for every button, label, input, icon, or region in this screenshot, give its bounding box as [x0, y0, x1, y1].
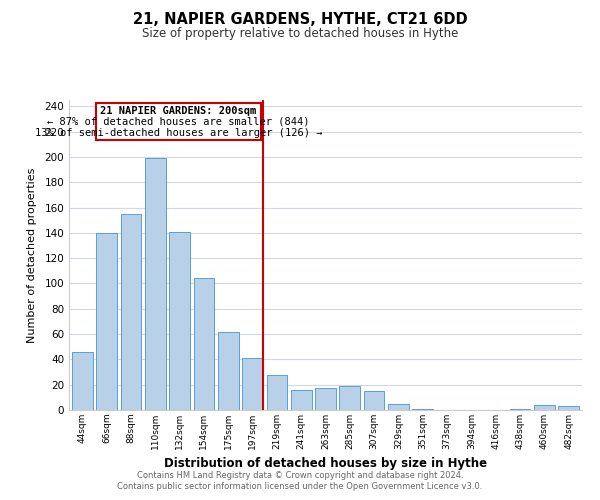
Bar — [534, 405, 554, 410]
Bar — [388, 404, 409, 410]
Text: 21, NAPIER GARDENS, HYTHE, CT21 6DD: 21, NAPIER GARDENS, HYTHE, CT21 6DD — [133, 12, 467, 28]
Bar — [266, 374, 287, 410]
Bar — [242, 358, 263, 410]
Text: Size of property relative to detached houses in Hythe: Size of property relative to detached ho… — [142, 28, 458, 40]
Bar — [97, 233, 117, 410]
Bar — [558, 406, 579, 410]
Bar — [121, 214, 142, 410]
Bar — [412, 408, 433, 410]
Bar — [194, 278, 214, 410]
Text: Contains HM Land Registry data © Crown copyright and database right 2024.: Contains HM Land Registry data © Crown c… — [137, 471, 463, 480]
Bar — [315, 388, 336, 410]
FancyBboxPatch shape — [96, 102, 261, 141]
Text: Contains public sector information licensed under the Open Government Licence v3: Contains public sector information licen… — [118, 482, 482, 491]
Bar — [218, 332, 239, 410]
Text: ← 87% of detached houses are smaller (844): ← 87% of detached houses are smaller (84… — [47, 116, 310, 126]
Bar — [72, 352, 93, 410]
Bar — [509, 408, 530, 410]
Bar — [291, 390, 311, 410]
Y-axis label: Number of detached properties: Number of detached properties — [28, 168, 37, 342]
Bar — [364, 391, 385, 410]
Bar — [145, 158, 166, 410]
Bar — [169, 232, 190, 410]
Text: 13% of semi-detached houses are larger (126) →: 13% of semi-detached houses are larger (… — [35, 128, 322, 138]
Bar — [340, 386, 360, 410]
X-axis label: Distribution of detached houses by size in Hythe: Distribution of detached houses by size … — [164, 458, 487, 470]
Text: 21 NAPIER GARDENS: 200sqm: 21 NAPIER GARDENS: 200sqm — [100, 106, 257, 117]
